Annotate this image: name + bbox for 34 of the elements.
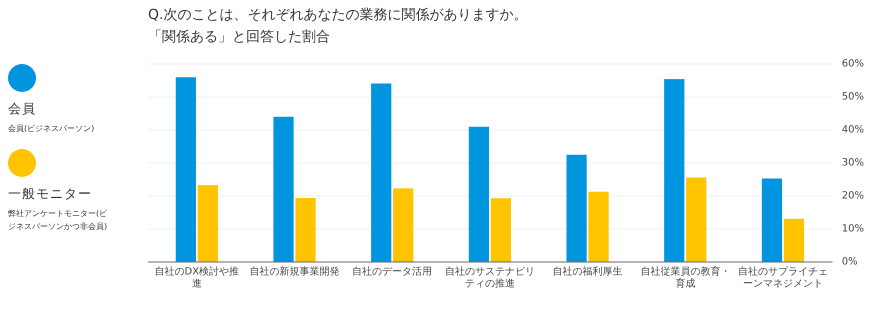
bar [588,192,609,262]
bar [762,178,782,262]
chart-subtitle: 「関係ある」と回答した割合 [148,28,331,47]
x-tick-label: 自社のデータ活用 [352,266,432,278]
bar [784,218,804,262]
x-tick-label: 自社従業員の教育・育成 [640,266,730,290]
text: 会員(ビジネスパーソン) [8,123,96,135]
x-tick-label: 自社のサプライチェーンマネジメント [738,266,828,290]
bar [371,83,392,262]
y-tick-label: 50% [842,92,864,103]
legend-label: 一般モニター [8,186,93,203]
y-tick-label: 30% [842,158,864,169]
y-tick-label: 0% [842,256,858,268]
bar [490,198,511,262]
y-tick-label: 20% [842,190,864,202]
y-tick-label: 60% [842,58,864,70]
bar [566,154,587,262]
bar [664,79,684,262]
x-tick-label: 自社の新規事業開発 [250,266,340,278]
bar [686,178,706,262]
bar [176,77,196,262]
x-tick-label: 自社の福利厚生 [552,266,623,278]
legend-label: 会員 [8,101,37,118]
x-tick-label: 自社のサステナビリティの推進 [444,266,535,290]
y-tick-label: 10% [842,224,864,235]
y-tick-label: 40% [842,124,864,136]
bar [393,188,414,262]
bar [273,116,294,262]
chart-title: Q.次のことは、それぞれあなたの業務に関係がありますか。 [148,6,528,25]
bar [468,126,490,262]
bar [198,185,218,262]
text: 弊社アンケートモニター(ビジネスパーソンかつ非会員) [8,208,108,233]
x-tick-label: 自社のDX検討や推進 [154,266,240,290]
bar [295,198,316,262]
